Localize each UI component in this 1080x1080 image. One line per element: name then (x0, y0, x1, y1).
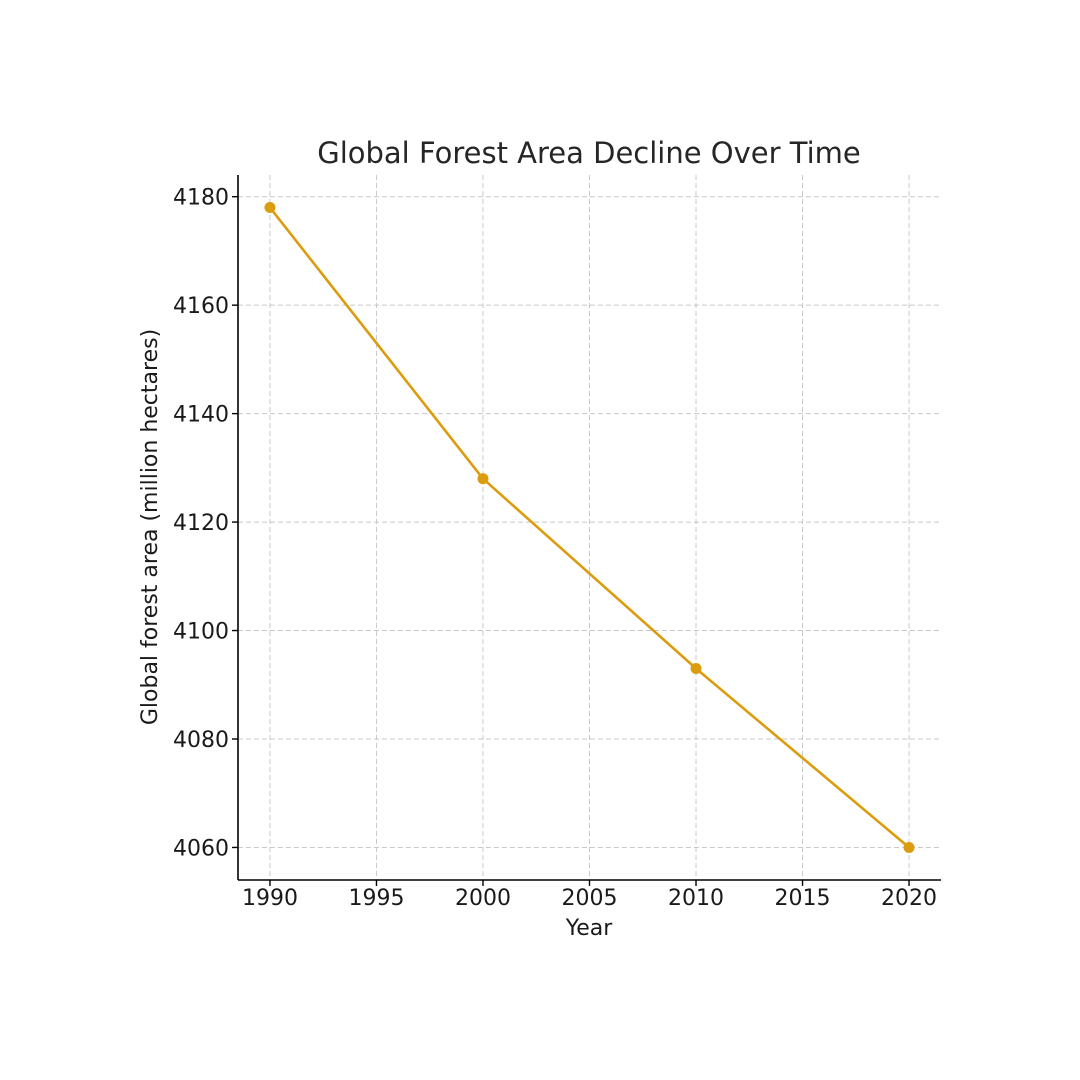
x-tick-label: 1990 (242, 886, 298, 911)
y-tick-label: 4060 (173, 836, 229, 861)
data-point (690, 663, 702, 674)
data-point (264, 202, 276, 214)
x-tick-label: 2020 (881, 886, 937, 911)
series-line (268, 206, 910, 849)
y-tick-label: 4140 (173, 403, 229, 428)
data-point (903, 841, 915, 853)
y-tick-label: 4120 (173, 511, 229, 536)
grid (238, 175, 941, 880)
x-tick-label: 2015 (775, 886, 831, 911)
chart-title: Global Forest Area Decline Over Time (317, 136, 861, 170)
x-axis-label: Year (565, 916, 614, 941)
y-tick-label: 4160 (173, 294, 229, 319)
y-tick-label: 4100 (173, 620, 229, 645)
data-point (477, 473, 489, 485)
x-tick-label: 2000 (455, 886, 511, 911)
x-tick-label: 1995 (348, 886, 404, 911)
data-series (264, 202, 915, 853)
axis-ticks: 1990 1995 2000 2005 2010 2015 2020 4060 4080 4100… (173, 186, 937, 911)
y-tick-label: 4080 (173, 728, 229, 753)
x-tick-label: 2005 (562, 886, 618, 911)
y-tick-label: 4180 (173, 186, 229, 211)
y-axis-label: Global forest area (million hectares) (138, 329, 163, 725)
x-tick-label: 2010 (668, 886, 724, 911)
